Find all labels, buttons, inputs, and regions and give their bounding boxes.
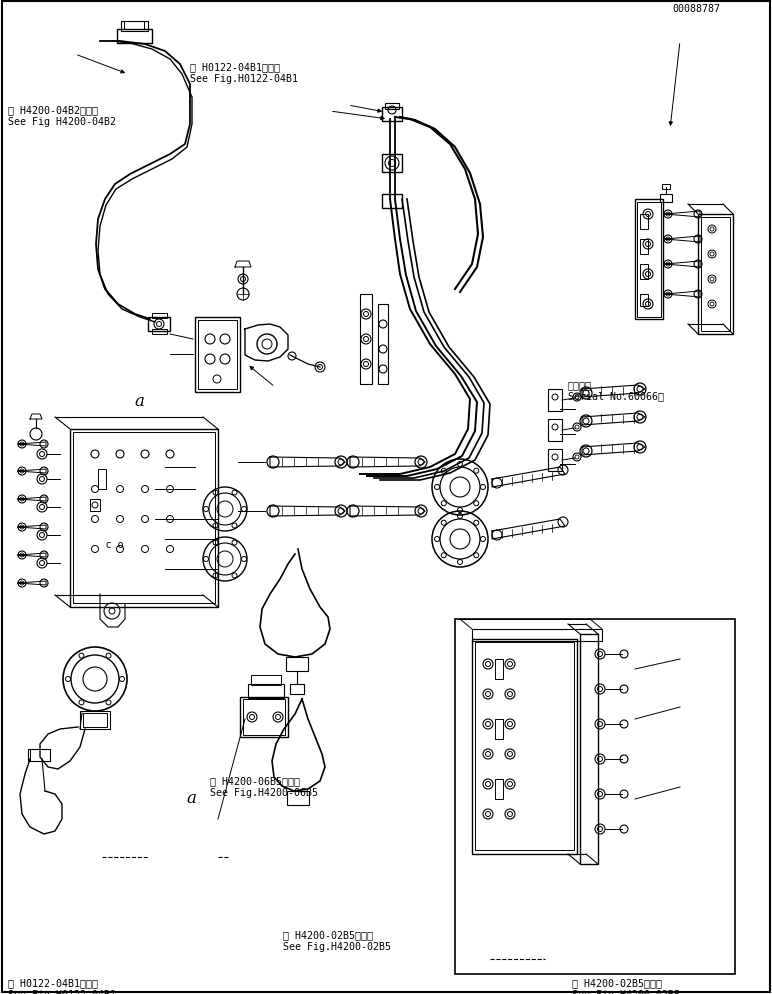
Bar [640,264,648,279]
Text: c  o: c o [107,540,124,550]
Bar [382,108,402,122]
Text: 第 H0122-04B1図参照
See Fig.H0122-04B1: 第 H0122-04B1図参照 See Fig.H0122-04B1 [190,62,298,83]
Bar [382,195,402,209]
Text: 第 H4200-06B5図参照
See Fig.H4200-06B5: 第 H4200-06B5図参照 See Fig.H4200-06B5 [210,775,318,797]
Bar [472,639,577,854]
Bar [640,240,648,254]
Bar [290,684,304,694]
Bar [640,215,648,230]
Bar [701,218,730,332]
Bar [90,500,100,512]
Text: a: a [186,789,196,806]
Bar [580,634,598,864]
Bar [117,30,152,44]
Bar [73,432,215,603]
Bar [240,698,288,738]
Bar [548,390,562,412]
Bar [635,200,663,320]
Bar [637,203,661,318]
Bar [385,104,399,110]
Bar [660,195,672,203]
Bar [243,700,285,736]
Bar [475,642,574,850]
Text: 第 H4200-02B5図参照
See Fig.H4200-02B5: 第 H4200-02B5図参照 See Fig.H4200-02B5 [572,977,680,994]
Bar [152,330,167,335]
Text: 第 H4200-04B2図参照
See Fig H4200-04B2: 第 H4200-04B2図参照 See Fig H4200-04B2 [8,105,116,126]
Bar [698,215,733,335]
Bar [640,294,648,307]
Bar [662,185,670,190]
Text: 第 H0122-04B1図参照
See Fig.H0122-04B1: 第 H0122-04B1図参照 See Fig.H0122-04B1 [8,977,116,994]
Bar [548,449,562,471]
Text: a: a [134,393,144,410]
Text: 第 H4200-02B5図参照
See Fig.H4200-02B5: 第 H4200-02B5図参照 See Fig.H4200-02B5 [283,929,391,950]
Bar [548,419,562,441]
Bar [80,712,110,730]
Text: 00088787: 00088787 [672,4,720,14]
Bar [195,318,240,393]
Bar [472,629,602,641]
Bar [70,429,218,607]
Bar [248,684,284,699]
Bar [495,659,503,679]
Bar [152,314,167,319]
Bar [98,469,106,489]
Bar [455,619,735,974]
Bar [286,657,308,671]
Bar [83,714,107,728]
Bar [148,318,170,332]
Bar [121,22,148,32]
Bar [287,791,309,805]
Bar [495,720,503,740]
Bar [360,294,372,385]
Bar [382,155,402,173]
Bar [28,749,50,761]
Bar [198,321,237,390]
Bar [495,779,503,799]
Bar [251,675,281,685]
Text: 適用号機
Serial No.60066～: 適用号機 Serial No.60066～ [568,380,664,402]
Bar [378,305,388,385]
